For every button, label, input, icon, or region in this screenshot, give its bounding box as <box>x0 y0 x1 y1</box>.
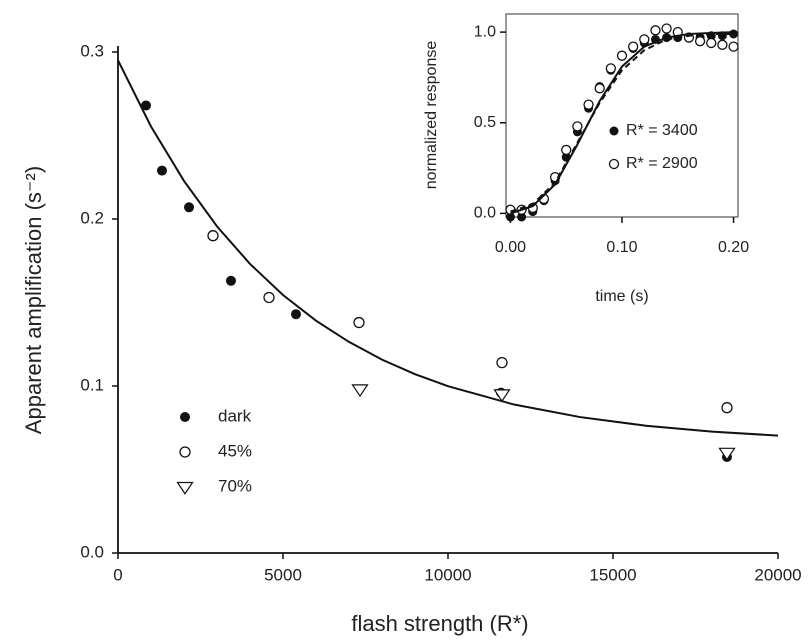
x-tick-label: 10000 <box>424 565 471 584</box>
point <box>650 25 661 36</box>
point <box>225 275 236 286</box>
legend-label: R* = 3400 <box>626 122 698 139</box>
legend-label: R* = 2900 <box>626 155 698 172</box>
x-tick-label: 0.00 <box>495 239 526 256</box>
point <box>496 356 508 369</box>
y-tick-label: 0.1 <box>80 375 104 394</box>
point <box>661 23 672 34</box>
fit-curve <box>510 32 734 213</box>
point <box>721 402 733 414</box>
point <box>207 230 219 242</box>
legend-marker <box>179 446 191 458</box>
point <box>517 212 527 222</box>
y-tick-label: 1.0 <box>474 23 496 40</box>
point <box>351 384 369 398</box>
point <box>706 37 717 49</box>
point <box>628 41 639 52</box>
point <box>140 100 151 111</box>
point <box>561 144 572 156</box>
point <box>583 99 594 110</box>
x-tick-label: 0.20 <box>718 239 749 256</box>
x-axis-label: flash strength (R*) <box>351 611 528 636</box>
point <box>718 447 736 461</box>
x-tick-label: 0.10 <box>606 239 637 256</box>
point <box>353 316 365 329</box>
x-tick-label: 20000 <box>754 565 801 584</box>
point <box>493 389 511 403</box>
point <box>572 121 583 132</box>
x-axis-label: time (s) <box>595 288 648 305</box>
y-tick-label: 0.0 <box>474 205 496 222</box>
point <box>616 50 628 61</box>
fit-curve <box>510 31 734 215</box>
legend-marker <box>609 126 619 136</box>
point <box>639 34 650 45</box>
point <box>505 212 515 222</box>
legend-marker <box>608 158 620 170</box>
point <box>184 202 195 213</box>
point <box>694 36 706 47</box>
legend-label: dark <box>218 406 252 425</box>
y-axis-label: Apparent amplification (s⁻²) <box>21 166 46 434</box>
point <box>717 39 728 50</box>
y-tick-label: 0.2 <box>80 208 104 227</box>
point <box>263 291 275 304</box>
point <box>594 83 605 94</box>
legend-marker <box>180 412 190 422</box>
legend-label: 45% <box>218 441 252 460</box>
x-tick-label: 0 <box>113 565 122 584</box>
point <box>156 165 167 176</box>
legend-marker <box>176 481 194 495</box>
point <box>728 41 739 52</box>
point <box>605 63 616 74</box>
y-tick-label: 0.5 <box>474 114 496 131</box>
fit-curve <box>117 59 779 437</box>
point <box>291 309 302 320</box>
y-tick-label: 0.3 <box>80 41 104 60</box>
y-axis-label: normalized response <box>423 41 440 190</box>
x-tick-label: 15000 <box>589 565 636 584</box>
legend-label: 70% <box>218 476 252 495</box>
x-tick-label: 5000 <box>264 565 302 584</box>
y-tick-label: 0.0 <box>80 542 104 561</box>
